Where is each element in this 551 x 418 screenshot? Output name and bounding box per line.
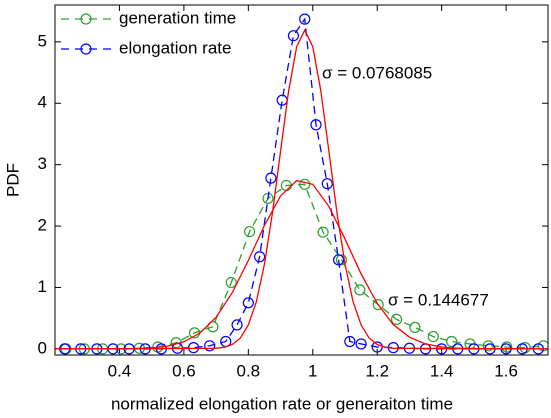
data-point	[446, 335, 458, 348]
data-point	[207, 321, 219, 333]
y-tick-label: 4	[38, 93, 47, 112]
data-point	[187, 342, 200, 354]
y-tick-label: 0	[38, 338, 47, 357]
x-tick-label: 1.6	[494, 361, 518, 380]
series-line	[55, 179, 548, 350]
y-axis-label: PDF	[3, 163, 22, 197]
data-point	[204, 340, 216, 352]
data-point	[231, 319, 243, 331]
x-tick-label: 1.4	[430, 361, 454, 380]
x-tick-label: 0.4	[108, 361, 132, 380]
series-line	[55, 28, 548, 350]
y-tick-label: 1	[38, 277, 47, 296]
data-point	[317, 226, 329, 238]
legend-label: elongation rate	[119, 38, 231, 57]
data-point	[354, 284, 366, 296]
x-tick-label: 0.6	[172, 361, 196, 380]
data-point	[390, 313, 403, 325]
x-axis-label: normalized elongation rate or generaiton…	[111, 394, 453, 413]
data-point	[287, 30, 300, 42]
data-point	[299, 13, 311, 25]
plot-area	[55, 13, 548, 355]
data-point	[344, 335, 356, 348]
data-point	[225, 276, 237, 289]
legend-marker	[80, 43, 92, 55]
plot-frame	[54, 4, 549, 356]
data-point	[332, 254, 345, 266]
x-tick-label: 0.8	[237, 361, 261, 380]
x-tick-label: 1.2	[365, 361, 389, 380]
data-point	[372, 299, 384, 311]
y-tick-label: 5	[38, 31, 47, 50]
data-point	[310, 119, 322, 131]
y-tick-label: 3	[38, 154, 47, 173]
data-point	[335, 254, 348, 266]
data-point	[242, 297, 254, 309]
x-tick-label: 1	[308, 361, 317, 380]
legend-marker	[80, 13, 92, 25]
series-line	[65, 183, 544, 350]
annotation: σ = 0.0768085	[322, 63, 432, 82]
data-point	[265, 172, 277, 184]
data-point	[321, 178, 333, 190]
legend-label: generation time	[119, 8, 236, 27]
data-point	[244, 225, 256, 238]
data-point	[254, 251, 266, 263]
y-tick-label: 2	[38, 216, 47, 235]
data-point	[355, 338, 367, 350]
data-point	[427, 330, 439, 343]
annotation: σ = 0.144677	[388, 290, 489, 309]
data-point	[299, 178, 311, 190]
data-point	[371, 341, 383, 353]
data-point	[262, 192, 274, 205]
data-point	[409, 321, 421, 333]
